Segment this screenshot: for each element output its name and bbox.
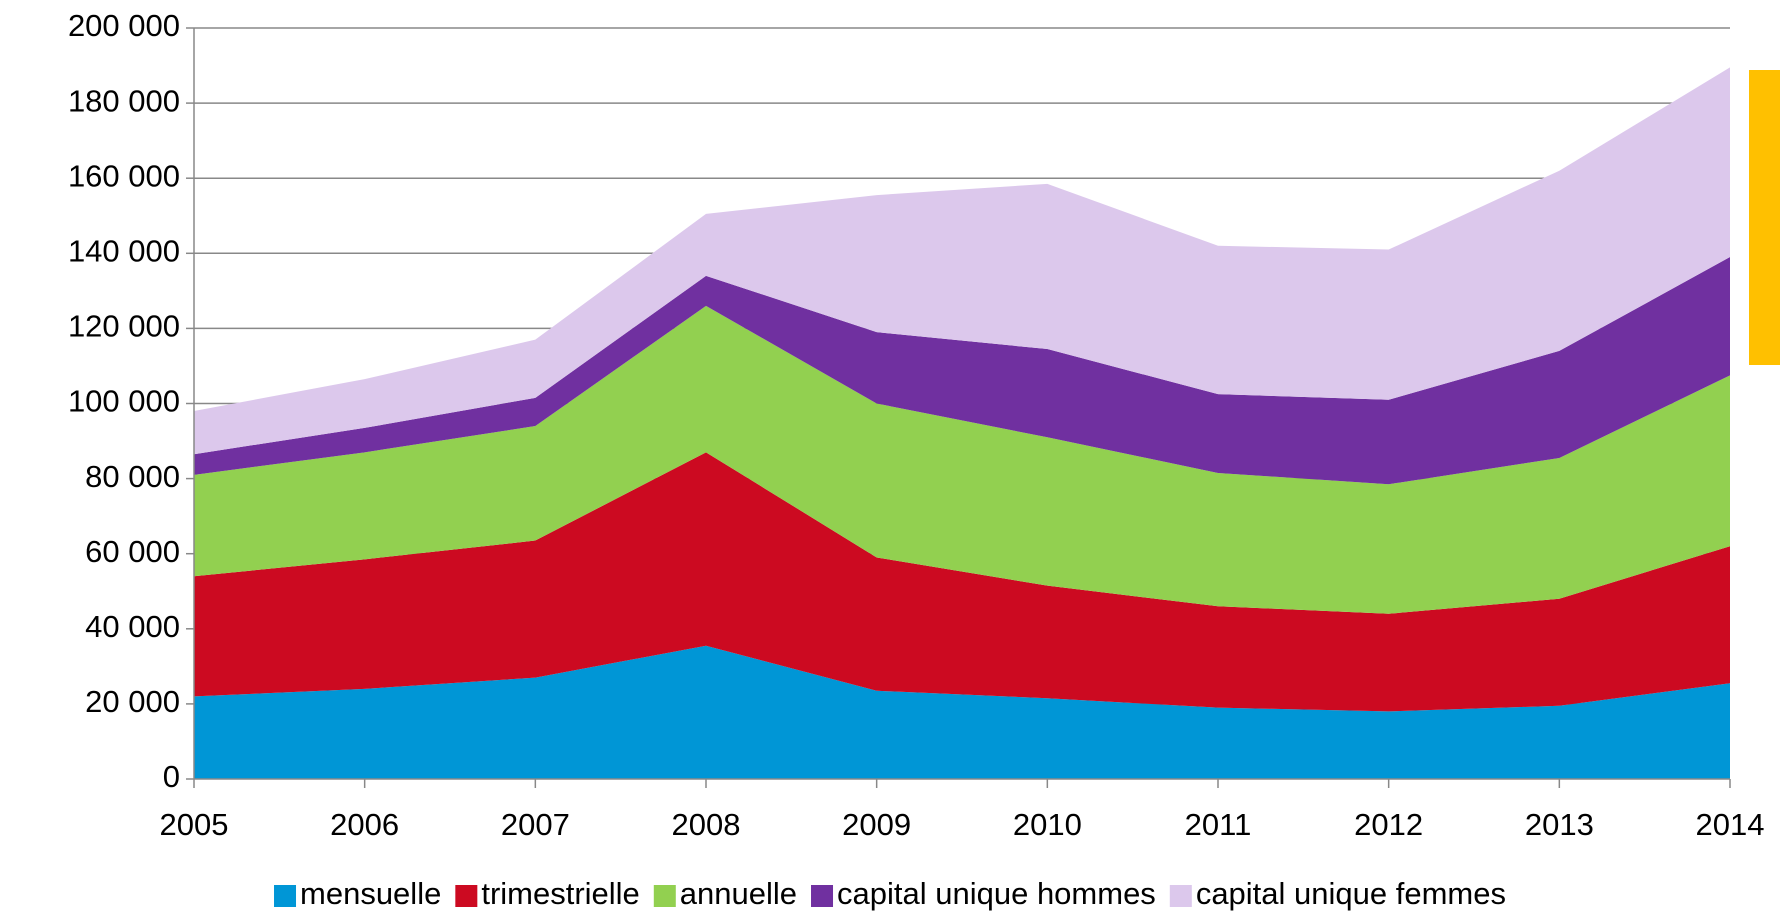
legend-swatch bbox=[455, 885, 478, 907]
legend-swatch bbox=[1169, 885, 1192, 907]
y-tick-label: 80 000 bbox=[85, 459, 180, 494]
legend-label: annuelle bbox=[680, 876, 797, 911]
x-tick-label: 2006 bbox=[330, 807, 399, 842]
x-tick-label: 2011 bbox=[1185, 807, 1252, 842]
y-tick-label: 0 bbox=[163, 759, 180, 794]
legend-label: trimestrielle bbox=[481, 876, 639, 911]
area bbox=[194, 67, 1730, 455]
legend-label: capital unique femmes bbox=[1196, 876, 1506, 911]
y-tick-label: 140 000 bbox=[68, 233, 180, 268]
x-tick-label: 2009 bbox=[842, 807, 911, 842]
area bbox=[194, 452, 1730, 712]
legend-swatch bbox=[274, 885, 297, 907]
legend-label: mensuelle bbox=[300, 876, 441, 911]
y-tick-label: 200 000 bbox=[68, 8, 180, 43]
y-tick-label: 40 000 bbox=[85, 609, 180, 644]
x-tick-label: 2010 bbox=[1013, 807, 1082, 842]
side-marker bbox=[1749, 70, 1780, 365]
y-tick-label: 180 000 bbox=[68, 83, 180, 118]
legend-swatch bbox=[653, 885, 676, 907]
y-tick-label: 120 000 bbox=[68, 309, 180, 344]
y-tick-label: 60 000 bbox=[85, 534, 180, 569]
area bbox=[194, 257, 1730, 485]
x-tick-label: 2005 bbox=[160, 807, 229, 842]
legend: mensuelle trimestrielle annuelle capital un… bbox=[274, 876, 1506, 911]
y-tick-label: 100 000 bbox=[68, 384, 180, 419]
x-tick-label: 2013 bbox=[1525, 807, 1594, 842]
y-tick-label: 20 000 bbox=[85, 684, 180, 719]
x-tick-label: 2012 bbox=[1354, 807, 1423, 842]
x-tick-label: 2007 bbox=[501, 807, 570, 842]
legend-swatch bbox=[811, 885, 834, 907]
x-tick-label: 2014 bbox=[1696, 807, 1765, 842]
area bbox=[194, 305, 1730, 614]
area bbox=[194, 645, 1730, 779]
legend-label: capital unique hommes bbox=[837, 876, 1156, 911]
y-tick-label: 160 000 bbox=[68, 158, 180, 193]
x-tick-label: 2008 bbox=[672, 807, 741, 842]
